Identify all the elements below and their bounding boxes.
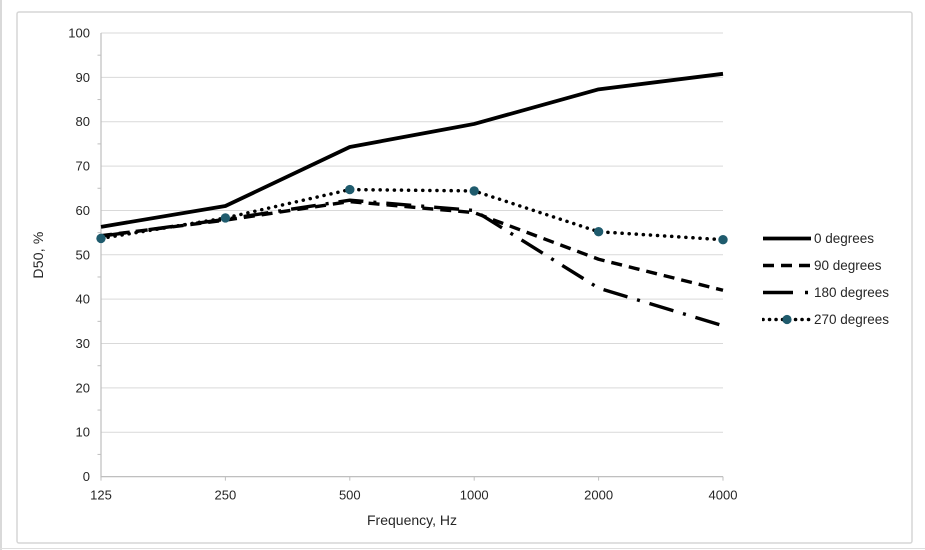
y-tick-label: 80: [76, 114, 90, 129]
window-bottom-edge-line: [0, 548, 925, 549]
x-tick-label: 500: [339, 488, 361, 503]
legend-line-sample: [763, 290, 811, 295]
data-point-marker: [345, 184, 355, 195]
y-tick-label: 0: [83, 469, 90, 484]
legend-marker: [782, 314, 792, 325]
data-point-marker: [469, 186, 479, 196]
y-tick-label: 30: [76, 336, 90, 351]
x-tick-label: 1000: [460, 488, 489, 503]
legend-label: 270 degrees: [814, 312, 890, 327]
chart-border: [16, 11, 913, 544]
legend-label: 180 degrees: [814, 285, 890, 300]
y-tick-label: 50: [76, 247, 90, 262]
data-point-marker: [718, 235, 728, 245]
series-line-90-degrees: [100, 199, 724, 292]
x-tick-label: 125: [90, 488, 112, 503]
data-point-marker: [96, 233, 106, 244]
data-point-marker: [593, 227, 604, 237]
y-tick-label: 20: [76, 380, 90, 395]
x-tick-label: 250: [215, 488, 237, 503]
x-axis-title: Frequency, Hz: [367, 512, 457, 528]
series-line-0-degrees: [100, 71, 724, 229]
legend-item-90-degrees: 90 degrees: [762, 256, 889, 275]
legend-label: 0 degrees: [814, 231, 875, 246]
window-edge-line: [0, 0, 2, 550]
data-point-marker: [220, 213, 231, 223]
legend-label: 90 degrees: [814, 258, 882, 273]
legend-line-sample: [763, 263, 811, 268]
tick-labels: 0 10 20 30 40 50 60 70 80 90 100 125 250 500 1000 2000 4…: [68, 26, 737, 503]
x-tick-label: 4000: [709, 488, 738, 503]
legend: 0 degrees 90 degrees 180 degrees 270 degree…: [762, 229, 889, 337]
y-tick-label: 70: [76, 159, 90, 174]
legend-item-270-degrees: 270 degrees: [762, 310, 889, 329]
y-tick-label: 100: [68, 26, 90, 41]
y-tick-label: 40: [76, 292, 90, 307]
series-markers-270-degrees: [96, 184, 728, 245]
y-tick-label: 10: [76, 425, 90, 440]
legend-item-0-degrees: 0 degrees: [762, 229, 889, 248]
y-tick-label: 60: [76, 203, 90, 218]
series-line-270-degrees: [99, 187, 725, 242]
legend-line-sample: [762, 314, 812, 325]
axes: [97, 33, 724, 481]
legend-line-sample: [763, 236, 811, 241]
legend-item-180-degrees: 180 degrees: [762, 283, 889, 302]
x-tick-label: 2000: [584, 488, 613, 503]
y-tick-label: 90: [76, 70, 90, 85]
y-axis-title: D50, %: [30, 231, 46, 279]
